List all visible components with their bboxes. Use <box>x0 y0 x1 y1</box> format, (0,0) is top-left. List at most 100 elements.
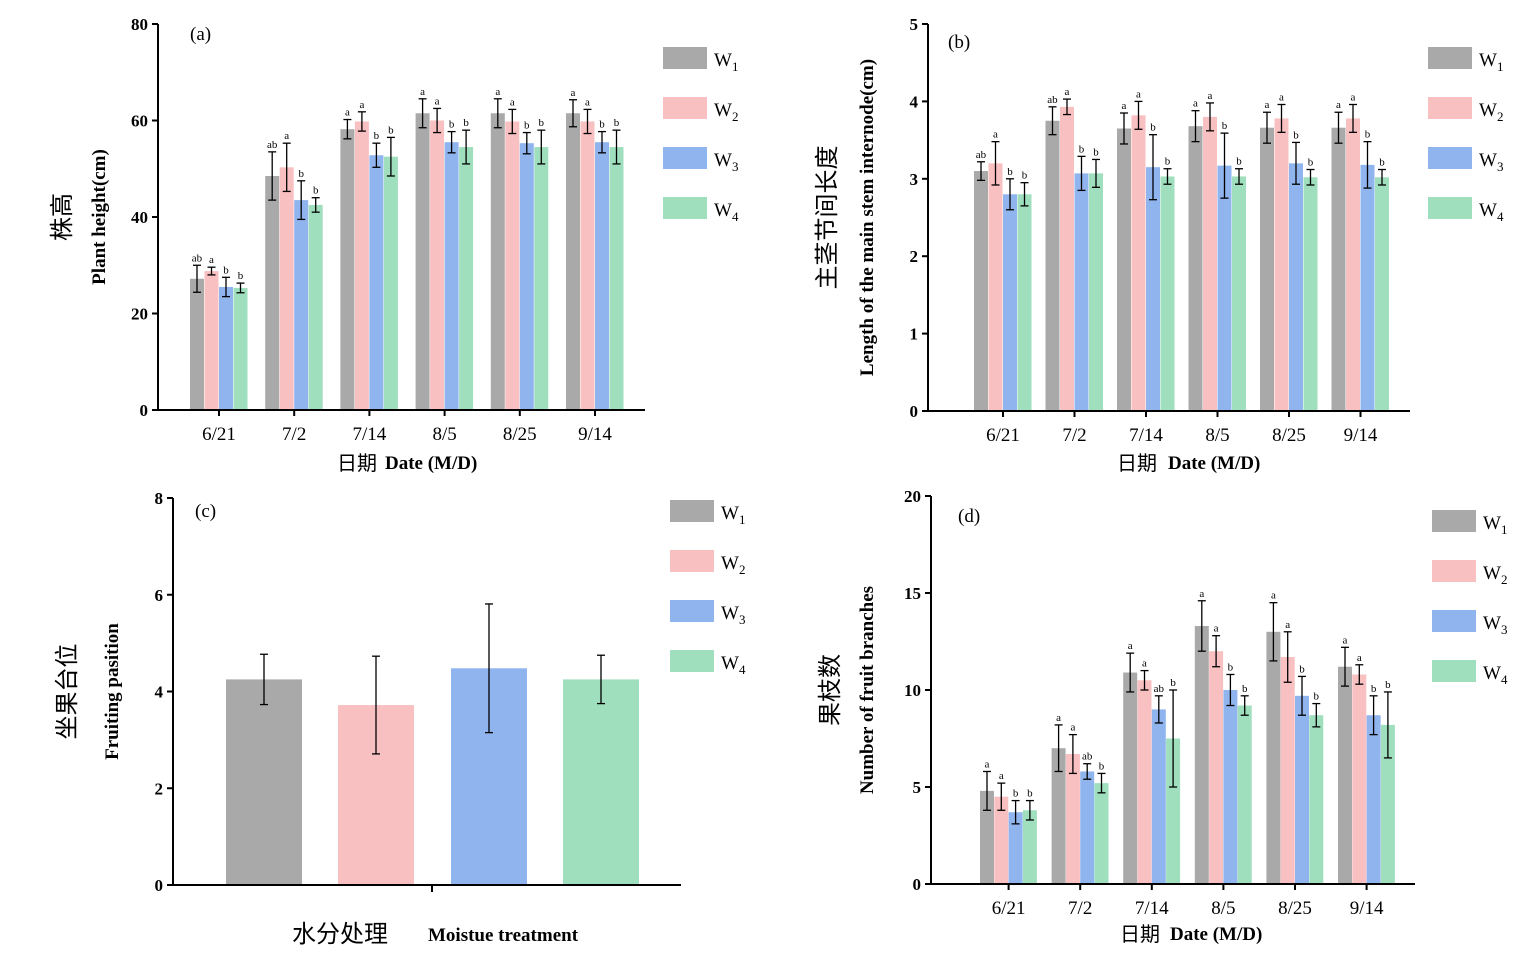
bar-w2 <box>580 121 595 410</box>
bar-w4 <box>383 156 398 410</box>
significance-label: a <box>993 129 998 141</box>
significance-label: b <box>1007 166 1013 178</box>
bar-w3 <box>1223 690 1238 884</box>
legend-label-base: W <box>721 503 739 524</box>
y-tick-label: 3 <box>910 170 919 189</box>
legend-label-base: W <box>721 603 739 624</box>
significance-label: a <box>1357 652 1362 664</box>
legend-label: W4 <box>721 653 746 677</box>
bar-w2 <box>505 121 520 410</box>
significance-label: ab <box>267 139 278 151</box>
legend-swatch-2 <box>1432 560 1476 582</box>
bar-w3 <box>1151 709 1166 884</box>
significance-label: ab <box>1082 751 1093 763</box>
y-tick-label: 0 <box>910 402 919 421</box>
y-tick-label: 6 <box>155 586 164 605</box>
legend-label-sub: 2 <box>739 562 746 577</box>
legend-label-sub: 2 <box>1501 572 1508 587</box>
bar-w2 <box>204 271 219 410</box>
legend-label-base: W <box>714 100 732 121</box>
bar-w1 <box>226 679 302 885</box>
significance-label: b <box>1293 129 1299 141</box>
bar-w1 <box>415 113 430 410</box>
y-tick-label: 1 <box>910 325 919 344</box>
bar-w2 <box>1352 674 1367 884</box>
y-tick-label: 10 <box>904 681 921 700</box>
y-tick-label: 2 <box>910 247 919 266</box>
x-axis-label-cn: 日期 <box>1117 451 1157 475</box>
y-axis-label-cn: 果枝数 <box>816 654 844 726</box>
bar-w2 <box>1203 116 1217 411</box>
legend-label-base: W <box>714 50 732 71</box>
significance-label: b <box>298 168 304 180</box>
significance-label: b <box>599 119 605 131</box>
panel-label: (a) <box>190 24 211 45</box>
bar-w2 <box>1065 754 1080 884</box>
significance-label: a <box>999 770 1004 782</box>
bar-w4 <box>1022 810 1037 884</box>
x-tick-label: 6/21 <box>202 424 236 445</box>
legend-label: W3 <box>721 603 745 627</box>
bar-w4 <box>1237 705 1252 884</box>
significance-label: a <box>1056 712 1061 724</box>
bar-w2 <box>1274 118 1289 411</box>
significance-label: a <box>985 758 990 770</box>
bar-w2 <box>988 163 1003 411</box>
legend-label-sub: 4 <box>1497 209 1504 224</box>
legend-label: W1 <box>721 503 745 527</box>
bar-w4 <box>563 679 639 885</box>
legend-label-sub: 4 <box>732 209 739 224</box>
legend-label: W1 <box>714 50 738 74</box>
bar-w3 <box>1217 165 1232 411</box>
bar-w2 <box>1137 680 1152 884</box>
legend-label: W1 <box>1483 513 1507 537</box>
legend-label-base: W <box>1479 50 1497 71</box>
significance-label: ab <box>1047 94 1058 106</box>
bar-w2 <box>1346 118 1360 411</box>
bar-w1 <box>980 790 994 884</box>
x-tick-label: 7/2 <box>282 424 306 445</box>
legend-swatch-1 <box>670 500 714 522</box>
y-tick-label: 40 <box>131 208 148 227</box>
significance-label: a <box>1343 634 1348 646</box>
y-axis-label-cn: 株高 <box>48 193 76 241</box>
bar-w4 <box>1166 738 1181 884</box>
significance-label: b <box>1099 760 1105 772</box>
bar-w2 <box>1060 106 1074 412</box>
significance-label: b <box>1079 143 1085 155</box>
bar-w2 <box>1209 651 1224 884</box>
x-tick-label: 8/5 <box>1205 425 1229 446</box>
y-axis-label: Length of the main stem internode(cm) <box>857 59 878 376</box>
legend-label-sub: 1 <box>739 512 746 527</box>
significance-label: a <box>1142 658 1147 670</box>
significance-label: b <box>1228 661 1234 673</box>
panel-label: (c) <box>195 501 216 522</box>
significance-label: a <box>209 254 214 266</box>
significance-label: b <box>524 120 530 132</box>
legend-label-base: W <box>1483 513 1501 534</box>
significance-label: b <box>614 117 620 129</box>
significance-label: b <box>539 117 545 129</box>
bar-w1 <box>1051 748 1066 884</box>
x-axis-label: Date (M/D) <box>1170 924 1262 945</box>
y-tick-label: 5 <box>913 778 922 797</box>
legend-label: W2 <box>1479 100 1503 124</box>
bar-w4 <box>1232 176 1246 411</box>
bar-w3 <box>1080 771 1095 884</box>
y-tick-label: 2 <box>155 779 164 798</box>
significance-label: a <box>1351 91 1356 103</box>
legend-label-sub: 4 <box>1501 672 1508 687</box>
bar-w3 <box>1146 167 1160 411</box>
significance-label: a <box>420 86 425 98</box>
significance-label: ab <box>976 149 987 161</box>
bar-w4 <box>459 147 474 410</box>
significance-label: a <box>1193 98 1198 110</box>
legend-swatch-3 <box>1428 147 1472 169</box>
legend-label: W4 <box>1483 663 1508 687</box>
bar-w4 <box>1089 173 1103 411</box>
y-tick-label: 5 <box>910 15 919 34</box>
bar-w3 <box>1074 173 1089 411</box>
bar-w3 <box>1003 194 1017 411</box>
